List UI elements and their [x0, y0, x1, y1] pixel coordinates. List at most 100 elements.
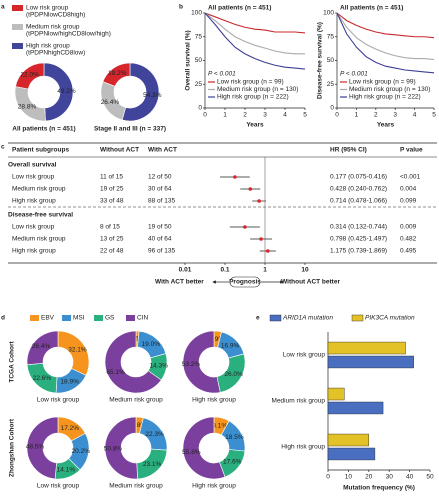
x-tick-label: 4	[283, 112, 287, 119]
without-act: 13 of 25	[100, 236, 124, 243]
y-tick-label: 100	[191, 10, 202, 17]
bar	[327, 433, 369, 447]
subgroup: Medium risk group	[12, 186, 66, 193]
subgroup: Low risk group	[12, 224, 55, 231]
donut-slice	[102, 62, 131, 87]
legend-label: Low risk group (n = 99)	[217, 79, 284, 86]
hr-point	[266, 249, 270, 253]
slice-label: 32.1%	[68, 346, 87, 353]
prognosis: Prognosis	[229, 279, 261, 286]
p-value: 0.009	[400, 224, 417, 231]
slice-label: 22.0%	[20, 71, 39, 78]
column-label: Medium risk group	[109, 483, 163, 490]
annotation: P < 0.001	[208, 71, 236, 78]
legend-label: PIK3CA mutation	[365, 315, 415, 322]
hr-point	[257, 199, 261, 203]
with-act: 30 of 64	[148, 186, 172, 193]
p-value: <0.001	[400, 174, 420, 181]
y-tick-label: 75	[195, 33, 203, 40]
p-value: 0.482	[400, 236, 417, 243]
legend-label: High risk group (n = 222)	[349, 94, 421, 101]
survival-curve	[204, 12, 306, 70]
column-label: High risk group	[192, 397, 236, 404]
annotation: P < 0.001	[340, 71, 368, 78]
slice-label: 26.0%	[224, 371, 243, 378]
legend-swatch	[62, 315, 71, 321]
x-tick-label: 4	[413, 112, 417, 119]
legend-label: Low risk group	[26, 5, 69, 12]
subgroup: Medium risk group	[12, 236, 66, 243]
x-tick-label: 3	[393, 112, 397, 119]
y-tick-label: 75	[327, 33, 335, 40]
donut-slice	[182, 330, 221, 394]
y-tick-label: 0	[198, 105, 202, 112]
donut-slice	[121, 62, 160, 122]
without-act: 19 of 25	[100, 186, 124, 193]
with-act: 40 of 64	[148, 236, 172, 243]
hr-point	[248, 187, 253, 191]
survival-curve	[336, 12, 435, 61]
legend-label: Low risk group (n = 99)	[349, 79, 416, 86]
p-value: 0.099	[400, 198, 417, 205]
slice-label: 48.5%	[26, 444, 45, 451]
y-tick-label: 25	[195, 81, 203, 88]
legend-swatch	[30, 315, 39, 321]
donut-slice	[26, 330, 59, 366]
without-act: 22 of 48	[100, 248, 124, 255]
legend-swatch	[94, 315, 103, 321]
with-act: 19 of 50	[148, 224, 172, 231]
y-tick-label: High risk group	[281, 444, 325, 451]
column-label: Medium risk group	[109, 397, 163, 404]
y-tick-label: 100	[323, 10, 334, 17]
legend-swatch	[12, 43, 23, 49]
column-header: Patient subgroups	[12, 147, 69, 154]
panel-label: b	[179, 4, 183, 11]
x-tick-label: 3	[263, 112, 267, 119]
x-tick-label: 0	[203, 112, 207, 119]
slice-label: 28.8%	[18, 103, 37, 110]
without-act: 8 of 15	[100, 224, 120, 231]
without-act: 11 of 15	[100, 174, 123, 181]
x-tick-label: 30	[386, 474, 394, 481]
x-axis-label: Years	[246, 122, 264, 129]
x-label-left: With ACT better	[155, 279, 204, 286]
section-title: Overall survival	[8, 162, 57, 169]
subgroup: Low risk group	[12, 174, 55, 181]
panel-label: e	[256, 315, 260, 322]
slice-label: 16.9%	[221, 342, 240, 349]
x-tick-label: 1	[223, 112, 227, 119]
donut-slice	[104, 330, 162, 394]
slice-label: 49.2%	[57, 88, 76, 95]
legend-note: (tPDPNhighCD8low)	[26, 50, 85, 57]
y-tick-label: 0	[330, 105, 334, 112]
slice-label: 26.4%	[32, 343, 51, 350]
bar	[327, 355, 414, 369]
chart-title: All patients (n = 451)	[208, 5, 271, 12]
y-tick-label: Medium risk group	[272, 398, 326, 405]
cohort-label: TCGA Cohort	[9, 341, 16, 383]
column-header: P value	[400, 147, 423, 154]
donut-slice	[15, 62, 45, 90]
legend-label: ARID1A mutation	[282, 315, 333, 322]
slice-label: 17.6%	[223, 459, 242, 466]
legend-label: Medium risk group	[26, 24, 80, 31]
x-axis-label: Years	[377, 122, 395, 129]
legend-label: EBV	[41, 315, 55, 322]
legend-swatch	[12, 24, 23, 30]
x-tick-label: 40	[406, 474, 414, 481]
subgroup: High risk group	[12, 198, 56, 205]
donut-title: Stage II and III (n = 337)	[94, 126, 166, 133]
survival-curve	[336, 12, 435, 74]
survival-curve	[336, 12, 435, 39]
x-axis-label: Mutation frequency (%)	[343, 485, 415, 492]
hr-label: 0.798 (0.425-1.497)	[330, 236, 387, 243]
x-tick-label: 0	[335, 112, 339, 119]
y-tick-label: 50	[195, 57, 203, 64]
slice-label: 65.1%	[106, 369, 125, 376]
slice-label: 23.1%	[143, 461, 162, 468]
column-header: With ACT	[148, 147, 177, 154]
cohort-label: Zhongshan Cohort	[9, 418, 16, 477]
panel-label: c	[1, 144, 5, 151]
legend-label: High risk group (n = 222)	[217, 94, 289, 101]
legend-label: MSI	[73, 315, 85, 322]
